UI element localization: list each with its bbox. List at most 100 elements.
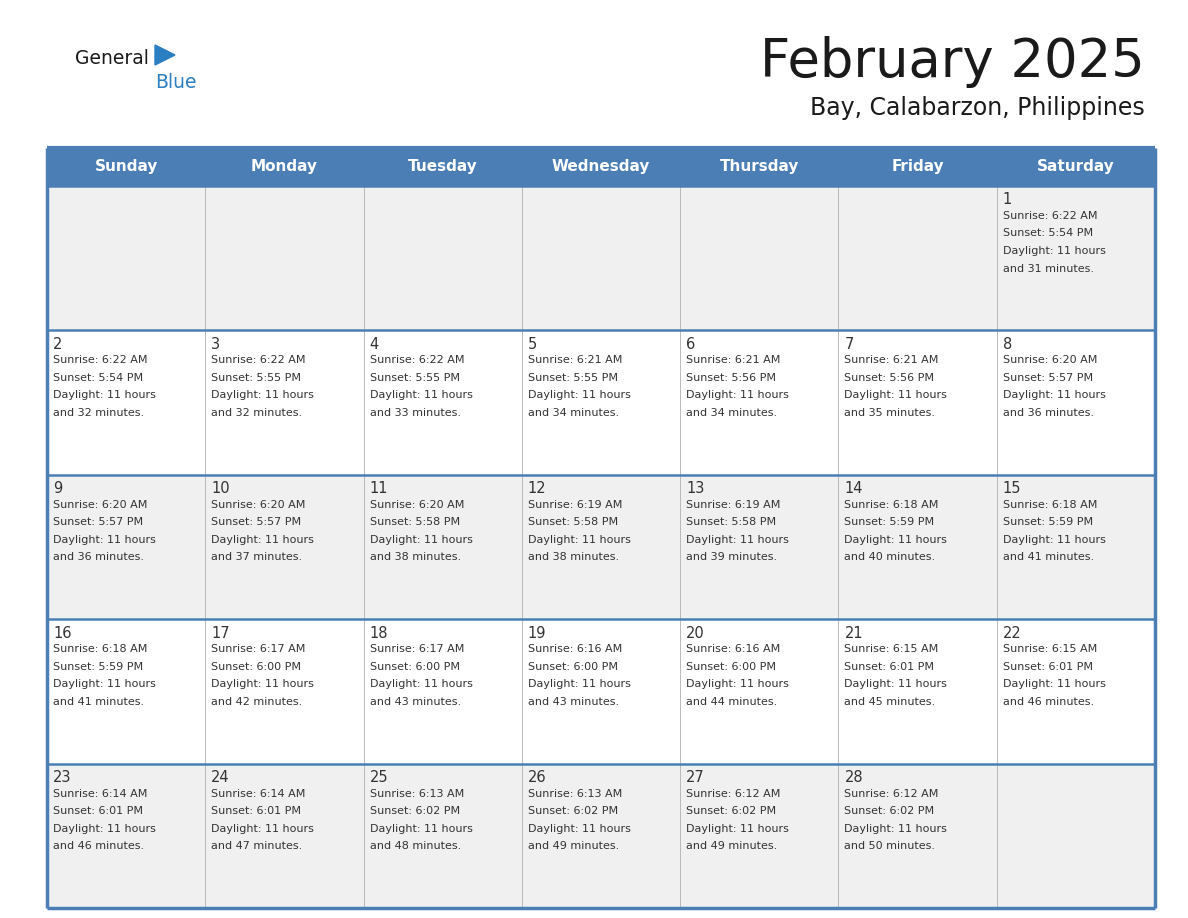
Text: Sunset: 6:02 PM: Sunset: 6:02 PM bbox=[369, 806, 460, 816]
Text: Sunrise: 6:17 AM: Sunrise: 6:17 AM bbox=[369, 644, 465, 655]
Text: and 36 minutes.: and 36 minutes. bbox=[53, 553, 144, 563]
Text: Sunset: 6:00 PM: Sunset: 6:00 PM bbox=[211, 662, 302, 672]
Text: Daylight: 11 hours: Daylight: 11 hours bbox=[369, 535, 473, 544]
Text: Daylight: 11 hours: Daylight: 11 hours bbox=[527, 390, 631, 400]
Text: Sunset: 6:02 PM: Sunset: 6:02 PM bbox=[527, 806, 618, 816]
Text: Sunset: 5:57 PM: Sunset: 5:57 PM bbox=[53, 518, 143, 527]
Text: Daylight: 11 hours: Daylight: 11 hours bbox=[369, 390, 473, 400]
Text: 24: 24 bbox=[211, 770, 230, 785]
Text: 7: 7 bbox=[845, 337, 854, 352]
Bar bbox=[839, 764, 997, 908]
Text: and 43 minutes.: and 43 minutes. bbox=[369, 697, 461, 707]
Text: Daylight: 11 hours: Daylight: 11 hours bbox=[1003, 246, 1106, 256]
Text: and 37 minutes.: and 37 minutes. bbox=[211, 553, 303, 563]
Text: Daylight: 11 hours: Daylight: 11 hours bbox=[687, 535, 789, 544]
Bar bbox=[681, 620, 839, 764]
Text: Tuesday: Tuesday bbox=[407, 160, 478, 174]
Text: Daylight: 11 hours: Daylight: 11 hours bbox=[845, 535, 947, 544]
Text: Daylight: 11 hours: Daylight: 11 hours bbox=[211, 390, 314, 400]
Text: Daylight: 11 hours: Daylight: 11 hours bbox=[53, 823, 156, 834]
Bar bbox=[997, 764, 1155, 908]
Text: Sunset: 6:00 PM: Sunset: 6:00 PM bbox=[687, 662, 776, 672]
Text: Sunset: 6:00 PM: Sunset: 6:00 PM bbox=[527, 662, 618, 672]
Text: 3: 3 bbox=[211, 337, 221, 352]
Text: and 41 minutes.: and 41 minutes. bbox=[1003, 553, 1094, 563]
Text: Daylight: 11 hours: Daylight: 11 hours bbox=[211, 823, 314, 834]
Text: Sunrise: 6:15 AM: Sunrise: 6:15 AM bbox=[845, 644, 939, 655]
Text: Sunrise: 6:16 AM: Sunrise: 6:16 AM bbox=[687, 644, 781, 655]
Text: 11: 11 bbox=[369, 481, 388, 497]
Text: 5: 5 bbox=[527, 337, 537, 352]
Bar bbox=[681, 475, 839, 620]
Text: Daylight: 11 hours: Daylight: 11 hours bbox=[369, 679, 473, 689]
Text: Sunset: 5:55 PM: Sunset: 5:55 PM bbox=[369, 373, 460, 383]
Text: Daylight: 11 hours: Daylight: 11 hours bbox=[211, 535, 314, 544]
Text: and 40 minutes.: and 40 minutes. bbox=[845, 553, 936, 563]
Bar bbox=[48, 475, 206, 620]
Text: Sunrise: 6:16 AM: Sunrise: 6:16 AM bbox=[527, 644, 623, 655]
Text: 22: 22 bbox=[1003, 626, 1022, 641]
Bar bbox=[206, 475, 364, 620]
Bar bbox=[839, 148, 997, 186]
Bar bbox=[364, 475, 522, 620]
Bar bbox=[997, 330, 1155, 475]
Text: and 38 minutes.: and 38 minutes. bbox=[527, 553, 619, 563]
Text: Sunset: 5:58 PM: Sunset: 5:58 PM bbox=[527, 518, 618, 527]
Text: 6: 6 bbox=[687, 337, 695, 352]
Text: and 31 minutes.: and 31 minutes. bbox=[1003, 263, 1094, 274]
Text: Sunrise: 6:18 AM: Sunrise: 6:18 AM bbox=[53, 644, 147, 655]
Bar bbox=[839, 620, 997, 764]
Text: and 32 minutes.: and 32 minutes. bbox=[211, 408, 303, 418]
Text: 1: 1 bbox=[1003, 193, 1012, 207]
Text: and 49 minutes.: and 49 minutes. bbox=[687, 841, 777, 851]
Text: Sunrise: 6:22 AM: Sunrise: 6:22 AM bbox=[369, 355, 465, 365]
Text: Sunset: 5:58 PM: Sunset: 5:58 PM bbox=[369, 518, 460, 527]
Text: Sunrise: 6:18 AM: Sunrise: 6:18 AM bbox=[845, 499, 939, 509]
Text: Daylight: 11 hours: Daylight: 11 hours bbox=[1003, 535, 1106, 544]
Bar bbox=[522, 764, 681, 908]
Text: Sunrise: 6:12 AM: Sunrise: 6:12 AM bbox=[845, 789, 939, 799]
Text: Daylight: 11 hours: Daylight: 11 hours bbox=[527, 823, 631, 834]
Bar bbox=[48, 148, 206, 186]
Bar bbox=[48, 620, 206, 764]
Text: Sunrise: 6:22 AM: Sunrise: 6:22 AM bbox=[1003, 211, 1098, 221]
Bar bbox=[681, 148, 839, 186]
Text: 26: 26 bbox=[527, 770, 546, 785]
Text: Sunset: 6:01 PM: Sunset: 6:01 PM bbox=[845, 662, 935, 672]
Text: and 42 minutes.: and 42 minutes. bbox=[211, 697, 303, 707]
Bar bbox=[839, 330, 997, 475]
Text: Monday: Monday bbox=[251, 160, 318, 174]
Text: and 46 minutes.: and 46 minutes. bbox=[1003, 697, 1094, 707]
Text: Sunset: 5:56 PM: Sunset: 5:56 PM bbox=[845, 373, 935, 383]
Text: and 50 minutes.: and 50 minutes. bbox=[845, 841, 935, 851]
Bar bbox=[206, 764, 364, 908]
Text: General: General bbox=[75, 49, 148, 68]
Text: Daylight: 11 hours: Daylight: 11 hours bbox=[1003, 679, 1106, 689]
Text: Sunset: 5:55 PM: Sunset: 5:55 PM bbox=[211, 373, 302, 383]
Text: Sunset: 6:01 PM: Sunset: 6:01 PM bbox=[1003, 662, 1093, 672]
Bar bbox=[48, 186, 206, 330]
Polygon shape bbox=[154, 45, 175, 65]
Text: Blue: Blue bbox=[154, 73, 196, 92]
Text: Daylight: 11 hours: Daylight: 11 hours bbox=[53, 679, 156, 689]
Text: Daylight: 11 hours: Daylight: 11 hours bbox=[53, 390, 156, 400]
Text: Daylight: 11 hours: Daylight: 11 hours bbox=[687, 390, 789, 400]
Text: Sunrise: 6:17 AM: Sunrise: 6:17 AM bbox=[211, 644, 305, 655]
Bar bbox=[522, 475, 681, 620]
Text: Sunset: 5:58 PM: Sunset: 5:58 PM bbox=[687, 518, 776, 527]
Text: 4: 4 bbox=[369, 337, 379, 352]
Bar bbox=[997, 186, 1155, 330]
Bar bbox=[839, 475, 997, 620]
Text: 19: 19 bbox=[527, 626, 546, 641]
Text: Saturday: Saturday bbox=[1037, 160, 1114, 174]
Text: Daylight: 11 hours: Daylight: 11 hours bbox=[845, 823, 947, 834]
Text: Sunset: 6:02 PM: Sunset: 6:02 PM bbox=[687, 806, 776, 816]
Bar bbox=[997, 148, 1155, 186]
Bar bbox=[364, 620, 522, 764]
Text: and 49 minutes.: and 49 minutes. bbox=[527, 841, 619, 851]
Text: Sunrise: 6:13 AM: Sunrise: 6:13 AM bbox=[369, 789, 463, 799]
Text: 25: 25 bbox=[369, 770, 388, 785]
Text: Daylight: 11 hours: Daylight: 11 hours bbox=[369, 823, 473, 834]
Bar bbox=[206, 186, 364, 330]
Text: Sunset: 5:54 PM: Sunset: 5:54 PM bbox=[1003, 229, 1093, 239]
